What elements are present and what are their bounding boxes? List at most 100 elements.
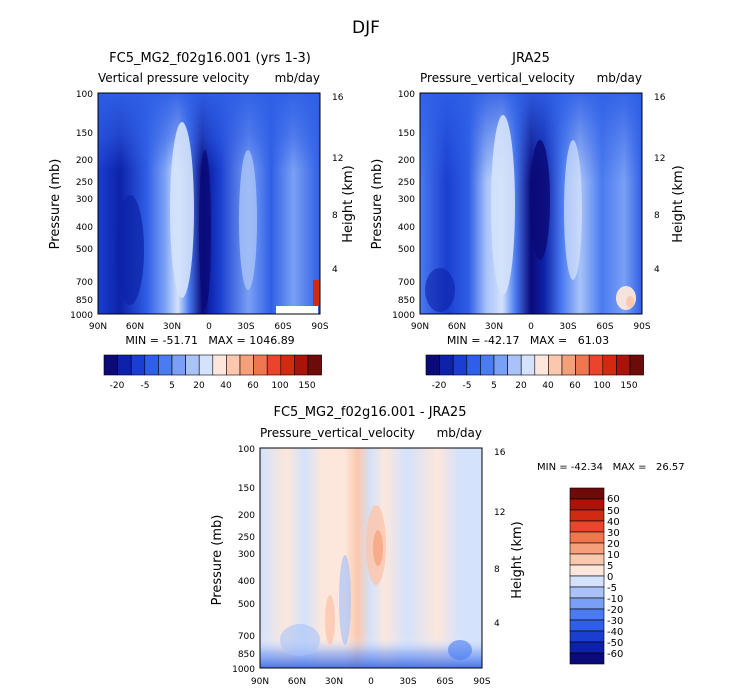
p3-xtick-0: 0 bbox=[368, 677, 374, 687]
colorbar-swatch bbox=[569, 509, 605, 522]
colorbar-swatch bbox=[253, 354, 268, 376]
p3-xtick-90n: 90N bbox=[251, 677, 269, 687]
p3-xtick-90s: 90S bbox=[473, 677, 490, 687]
p2-ytick-300: 300 bbox=[398, 195, 415, 205]
colorbar-swatch bbox=[130, 354, 146, 376]
p2-cb-label-6: 60 bbox=[569, 381, 581, 391]
panel-jra25-ylabel-right: Height (km) bbox=[671, 165, 686, 242]
colorbar-swatch bbox=[569, 487, 605, 500]
p2-xtick-30n: 30N bbox=[485, 322, 503, 332]
panel-jra25: JRA25 Pressure_vertical_velocity mb/day … bbox=[370, 51, 686, 391]
p1-xtick-90n: 90N bbox=[89, 322, 107, 332]
p1-xtick-0: 0 bbox=[206, 322, 212, 332]
p3-cb-label-4: 30 bbox=[607, 528, 620, 539]
colorbar-swatch bbox=[158, 354, 173, 376]
p2-ytick-700: 700 bbox=[398, 278, 415, 288]
panel-jra25-subtitle-left: Pressure_vertical_velocity bbox=[420, 71, 575, 85]
p3-ytick-100: 100 bbox=[238, 445, 255, 455]
p3-ytick-700: 700 bbox=[238, 632, 255, 642]
colorbar-swatch bbox=[266, 354, 282, 376]
panel-model-field bbox=[97, 92, 321, 315]
p3-cb-label-15: -60 bbox=[607, 649, 623, 660]
colorbar-swatch bbox=[569, 542, 605, 555]
p3-cb-label-12: -30 bbox=[607, 616, 623, 627]
p3-rtick-16: 16 bbox=[494, 448, 506, 458]
p3-xtick-60n: 60N bbox=[288, 677, 306, 687]
colorbar-swatch bbox=[569, 520, 605, 533]
p1-rtick-8: 8 bbox=[332, 211, 338, 221]
colorbar-swatch bbox=[280, 354, 295, 376]
p1-ytick-250: 250 bbox=[76, 178, 93, 188]
p2-xtick-90n: 90N bbox=[411, 322, 429, 332]
panel-difference-ylabel-right: Height (km) bbox=[510, 521, 525, 598]
p1-ytick-300: 300 bbox=[76, 195, 93, 205]
colorbar-swatch bbox=[569, 597, 605, 610]
p3-cb-label-10: -10 bbox=[607, 594, 623, 605]
colorbar-swatch bbox=[569, 586, 605, 599]
panel-model-title: FC5_MG2_f02g16.001 (yrs 1-3) bbox=[109, 51, 311, 66]
p3-ytick-200: 200 bbox=[238, 511, 255, 521]
p2-ytick-150: 150 bbox=[398, 129, 415, 139]
p1-rtick-12: 12 bbox=[332, 154, 343, 164]
colorbar-swatch bbox=[548, 354, 563, 376]
colorbar-swatch bbox=[520, 354, 536, 376]
p3-cb-label-13: -40 bbox=[607, 627, 623, 638]
colorbar-swatch bbox=[198, 354, 214, 376]
p2-rtick-16: 16 bbox=[654, 93, 666, 103]
panel-difference-field bbox=[259, 447, 483, 669]
colorbar-swatch bbox=[561, 354, 576, 376]
p1-cb-label-2: -5 bbox=[141, 381, 150, 391]
colorbar-swatch bbox=[103, 354, 118, 376]
colorbar-swatch bbox=[480, 354, 495, 376]
colorbar-swatch bbox=[569, 619, 605, 632]
p3-cb-label-1: 60 bbox=[607, 494, 620, 505]
p2-ytick-850: 850 bbox=[398, 296, 415, 306]
p3-rtick-12: 12 bbox=[494, 508, 505, 518]
p2-ytick-200: 200 bbox=[398, 156, 415, 166]
colorbar-swatch bbox=[575, 354, 590, 376]
p1-ytick-100: 100 bbox=[76, 90, 93, 100]
colorbar-swatch bbox=[425, 354, 440, 376]
colorbar-swatch bbox=[239, 354, 254, 376]
colorbar-swatch bbox=[602, 354, 617, 376]
p1-ytick-500: 500 bbox=[76, 245, 93, 255]
colorbar-swatch bbox=[629, 354, 644, 376]
p3-cb-label-2: 50 bbox=[607, 506, 620, 517]
panel-difference-title: FC5_MG2_f02g16.001 - JRA25 bbox=[274, 405, 467, 420]
p1-rtick-16: 16 bbox=[332, 93, 344, 103]
p1-cb-label-1: -20 bbox=[110, 381, 125, 391]
p3-cb-label-8: 0 bbox=[607, 572, 613, 583]
p3-ytick-300: 300 bbox=[238, 550, 255, 560]
colorbar-swatch bbox=[144, 354, 159, 376]
panel-difference-subtitle-left: Pressure_vertical_velocity bbox=[260, 426, 415, 440]
p1-ytick-850: 850 bbox=[76, 296, 93, 306]
p1-ytick-700: 700 bbox=[76, 278, 93, 288]
colorbar-swatch bbox=[117, 354, 132, 376]
p1-ytick-200: 200 bbox=[76, 156, 93, 166]
colorbar-swatch bbox=[569, 641, 605, 654]
p2-ytick-1000: 1000 bbox=[392, 311, 415, 321]
p2-ytick-500: 500 bbox=[398, 245, 415, 255]
p3-ytick-1000: 1000 bbox=[232, 665, 255, 675]
colorbar-swatch bbox=[294, 354, 309, 376]
p1-ytick-150: 150 bbox=[76, 129, 93, 139]
colorbar-swatch bbox=[569, 630, 605, 643]
p1-cb-label-7: 100 bbox=[271, 381, 288, 391]
p2-ytick-100: 100 bbox=[398, 90, 415, 100]
p1-xtick-60n: 60N bbox=[126, 322, 144, 332]
p1-cb-label-6: 60 bbox=[247, 381, 259, 391]
p3-cb-label-3: 40 bbox=[607, 517, 620, 528]
p3-cb-label-7: 5 bbox=[607, 561, 613, 572]
colorbar-swatch bbox=[569, 553, 605, 566]
p1-rtick-4: 4 bbox=[332, 265, 338, 275]
figure-title: DJF bbox=[352, 18, 380, 38]
colorbar-swatch bbox=[212, 354, 227, 376]
panel-model-colorbar bbox=[103, 354, 322, 376]
colorbar-swatch bbox=[226, 354, 241, 376]
panel-jra25-ylabel: Pressure (mb) bbox=[370, 159, 385, 250]
p2-cb-label-4: 20 bbox=[515, 381, 527, 391]
colorbar-swatch bbox=[466, 354, 481, 376]
panel-model-ylabel-right: Height (km) bbox=[341, 165, 356, 242]
colorbar-swatch bbox=[185, 354, 200, 376]
colorbar-swatch bbox=[452, 354, 468, 376]
